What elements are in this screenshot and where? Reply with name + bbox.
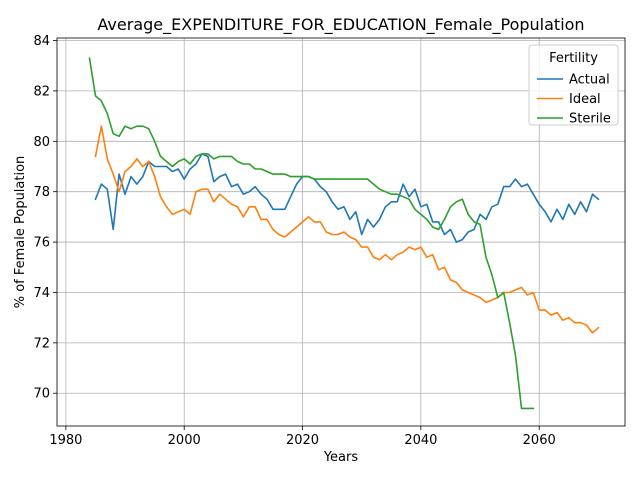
y-tick-label: 78	[33, 185, 50, 200]
y-tick-label: 84	[33, 34, 50, 49]
y-tick-label: 76	[33, 236, 50, 251]
series-line-sterile	[88, 57, 535, 410]
y-tick-label: 80	[33, 135, 50, 150]
series-lines	[88, 57, 600, 410]
x-tick-label: 2000	[168, 433, 201, 448]
legend-entries: Actual Ideal Sterile	[537, 73, 611, 127]
chart-title: Average_EXPENDITURE_FOR_EDUCATION_Female…	[97, 15, 584, 35]
y-tick-label: 72	[33, 336, 50, 351]
series-line-ideal	[94, 125, 600, 334]
x-tick-label: 2060	[523, 433, 556, 448]
x-tick-label: 2020	[286, 433, 319, 448]
series-line-actual	[94, 153, 600, 243]
y-axis-label: % of Female Population	[13, 156, 28, 309]
x-tick-label: 1980	[49, 433, 82, 448]
grid	[57, 38, 625, 426]
legend-label-ideal: Ideal	[569, 92, 601, 107]
y-tick-label: 70	[33, 387, 50, 402]
legend-label-sterile: Sterile	[569, 112, 611, 127]
legend-box	[528, 44, 619, 126]
x-tick-label: 2040	[404, 433, 437, 448]
plot-frame	[56, 37, 626, 427]
y-tick-label: 82	[33, 84, 50, 99]
axis-ticks: 1980 2000 2020 2040 2060 70 72 74 76 78 80 82 84	[33, 34, 555, 448]
legend: Fertility Actual Ideal Sterile	[528, 44, 619, 127]
x-axis-label: Years	[323, 450, 359, 465]
legend-title: Fertility	[549, 51, 598, 66]
y-tick-label: 74	[33, 286, 50, 301]
legend-label-actual: Actual	[569, 73, 610, 88]
